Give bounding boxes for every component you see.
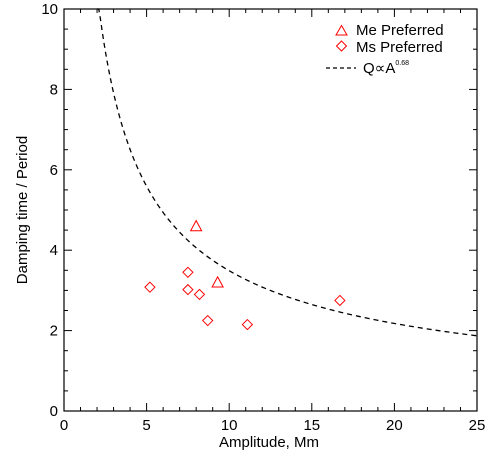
legend-label-me-preferred: Me Preferred [356,22,444,39]
diamond-marker [182,283,194,296]
legend-fit-text: Q∝A [363,60,395,77]
legend-label-fit: Q∝A0.68 [363,60,409,77]
y-axis-label: Damping time / Period [14,136,31,284]
legend-triangle-marker [335,24,348,36]
data-points-layer [144,219,346,331]
triangle-marker [211,275,224,288]
legend-diamond-marker [335,40,348,52]
triangle-marker [189,219,203,232]
legend-label-ms-preferred: Ms Preferred [356,39,443,56]
diamond-marker [241,318,254,331]
diamond-marker [193,288,206,301]
y-tick-label: 6 [50,162,58,179]
fit-curve [97,8,478,337]
diamond-marker [202,314,214,327]
x-tick-label: 15 [303,417,320,434]
y-tick-label: 2 [50,323,58,340]
x-tick-label: 25 [469,417,486,434]
y-tick-label: 0 [50,403,58,420]
x-tick-label: 0 [60,417,68,434]
x-tick-label: 5 [142,417,150,434]
fit-curve-layer [97,8,478,337]
y-tick-label: 10 [41,1,58,18]
diamond-marker [334,294,346,307]
legend-fit-exponent: 0.68 [395,60,409,67]
diamond-marker [182,266,194,279]
y-tick-label: 8 [50,81,58,98]
x-tick-label: 20 [386,417,403,434]
axes: 0 5 10 15 20 25 0 2 4 6 8 10 [41,1,485,434]
x-tick-label: 10 [221,417,238,434]
diamond-marker [144,281,156,293]
y-tick-label: 4 [50,242,58,259]
x-axis-label: Amplitude, Mm [219,434,319,451]
legend: Me Preferred Ms Preferred Q∝A0.68 [326,22,444,77]
